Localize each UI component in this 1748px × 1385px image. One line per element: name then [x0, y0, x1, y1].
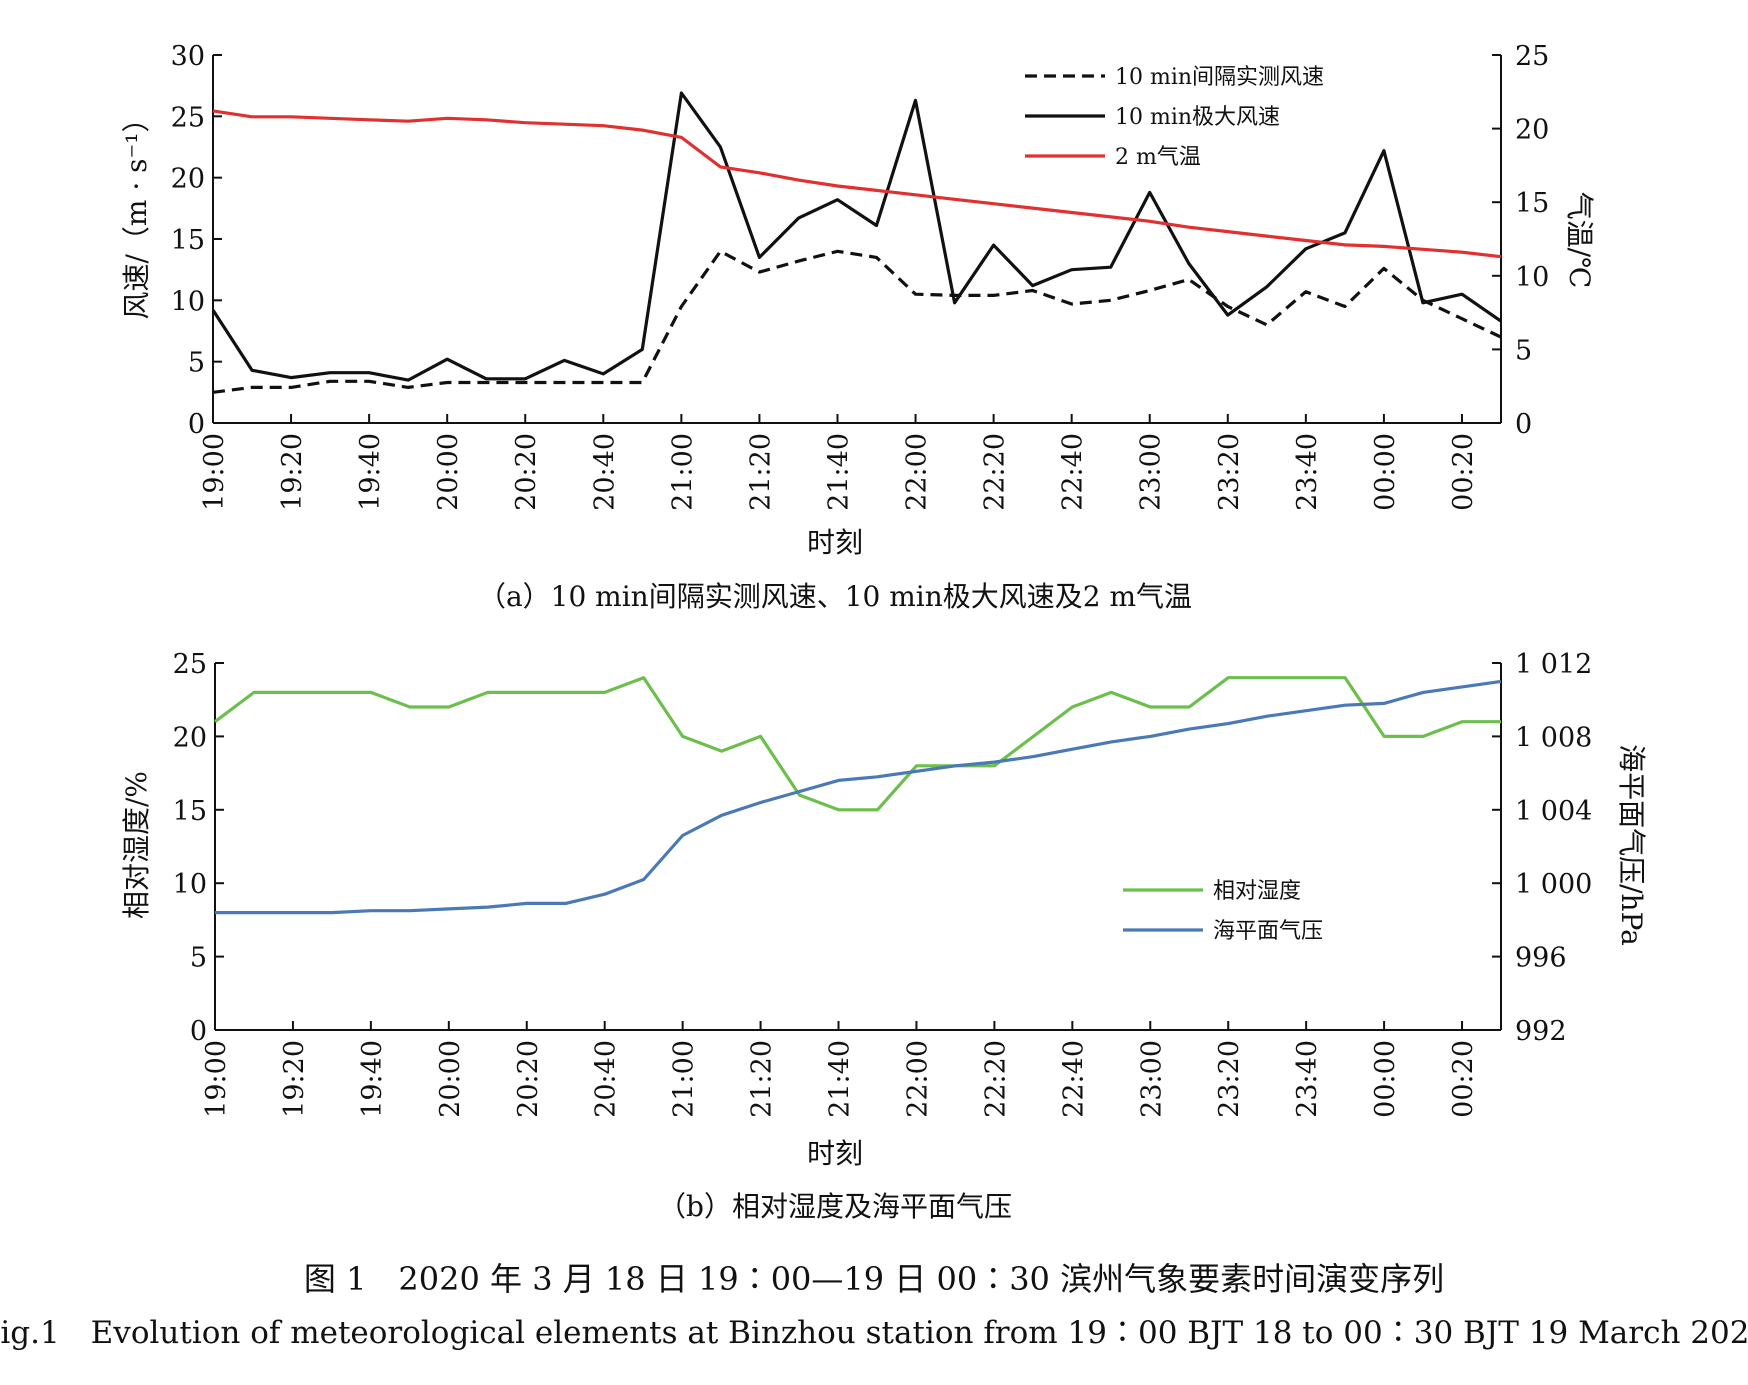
panel-a-left-tick-label: 5 — [188, 348, 205, 379]
panel-a-x-tick-label: 19:40 — [355, 433, 386, 511]
panel-b-x-tick-label: 00:00 — [1370, 1040, 1401, 1118]
panel-a-x-tick-label: 00:00 — [1370, 433, 1401, 511]
panel-a-x-tick-label: 22:00 — [902, 433, 933, 511]
panel-b-left-tick-label: 0 — [190, 1016, 207, 1047]
panel-b-x-tick-label: 21:20 — [747, 1040, 778, 1118]
panel-b-x-tick-label: 19:00 — [201, 1040, 232, 1118]
panel-a-right-tick-label: 5 — [1515, 335, 1532, 366]
panel-b-right-tick-label: 1 008 — [1515, 722, 1592, 753]
panel-a-x-tick-label: 23:20 — [1214, 433, 1245, 511]
panel-a-series-2-line — [212, 109, 1502, 259]
panel-b-x-tick-label: 20:20 — [513, 1040, 544, 1118]
panel-a-x-tick-label: 19:00 — [199, 433, 230, 511]
figure-caption-en: Fig.1 Evolution of meteorological elemen… — [0, 1315, 1748, 1351]
panel-a-x-tick-label: 21:20 — [745, 433, 776, 511]
panel-a-x-tick-label: 21:00 — [667, 433, 698, 511]
panel-b-left-tick-label: 5 — [190, 943, 207, 974]
panel-b-x-tick-label: 22:20 — [980, 1040, 1011, 1118]
panel-b-x-tick-label: 21:40 — [825, 1040, 856, 1118]
panel-a-x-tick-label: 23:00 — [1136, 433, 1167, 511]
panel-b-right-tick-label: 1 012 — [1515, 649, 1592, 680]
panel-b-caption: （b）相对湿度及海平面气压 — [658, 1190, 1012, 1223]
panel-b-x-tick-label: 23:20 — [1214, 1040, 1245, 1118]
panel-a-legend-label-0: 10 min间隔实测风速 — [1115, 65, 1324, 90]
panel-b-x-tick-label: 22:40 — [1058, 1040, 1089, 1118]
panel-a-series-0-line — [212, 249, 1502, 394]
panel-a-x-tick-label: 22:20 — [980, 433, 1011, 511]
panel-b-x-tick-label: 20:00 — [435, 1040, 466, 1118]
panel-a-left-tick-label: 20 — [171, 164, 205, 195]
panel-b-series-1-line — [215, 679, 1502, 915]
panel-a-left-tick-label: 10 — [171, 286, 205, 317]
panel-a-x-tick-label: 23:40 — [1292, 433, 1323, 511]
panel-b-x-tick-label: 23:00 — [1136, 1040, 1167, 1118]
panel-a-x-tick-label: 00:20 — [1448, 433, 1479, 511]
panel-a-left-axis-label: 风速/（m · s⁻¹） — [120, 104, 153, 319]
panel-b-left-tick-label: 20 — [173, 722, 207, 753]
panel-a-right-tick-label: 10 — [1515, 262, 1549, 293]
panel-b-legend-label-0: 相对湿度 — [1213, 879, 1301, 904]
panel-b-series-0-line — [214, 676, 1501, 812]
panel-b-x-tick-label: 20:40 — [591, 1040, 622, 1118]
panel-a-x-tick-label: 20:00 — [433, 433, 464, 511]
panel-b-left-tick-label: 25 — [173, 649, 207, 680]
panel-b-right-tick-label: 992 — [1515, 1016, 1567, 1047]
panel-a-right-axis-label: 气温/℃ — [1563, 192, 1596, 289]
panel-a-caption: （a）10 min间隔实测风速、10 min极大风速及2 m气温 — [478, 580, 1192, 613]
panel-b-x-tick-label: 19:40 — [357, 1040, 388, 1118]
panel-a-right-tick-label: 15 — [1515, 188, 1549, 219]
panel-a-right-tick-label: 25 — [1515, 41, 1549, 72]
panel-b-right-tick-label: 1 004 — [1515, 796, 1592, 827]
panel-b-left-tick-label: 15 — [173, 796, 207, 827]
panel-a-x-tick-label: 22:40 — [1058, 433, 1089, 511]
panel-a-right-tick-label: 20 — [1515, 115, 1549, 146]
panel-b-legend-label-1: 海平面气压 — [1213, 919, 1323, 944]
panel-b-left-tick-label: 10 — [173, 869, 207, 900]
panel-a-legend-label-2: 2 m气温 — [1115, 145, 1201, 170]
panel-b-x-tick-label: 00:20 — [1448, 1040, 1479, 1118]
panel-b-x-tick-label: 23:40 — [1292, 1040, 1323, 1118]
panel-a-x-tick-label: 20:20 — [511, 433, 542, 511]
panel-b-right-axis-label: 海平面气压/hPa — [1615, 744, 1648, 946]
panel-b-x-axis-label: 时刻 — [807, 1137, 863, 1170]
panel-a-left-tick-label: 0 — [188, 409, 205, 440]
panel-b-left-axis-label: 相对湿度/% — [120, 771, 153, 919]
panel-a-left-tick-label: 15 — [171, 225, 205, 256]
panel-a-left-tick-label: 25 — [171, 102, 205, 133]
panel-a-x-tick-label: 19:20 — [277, 433, 308, 511]
panel-a-chart: 风速/（m · s⁻¹） 气温/℃ 时刻 （a）10 min间隔实测风速、10 … — [120, 41, 1596, 613]
panel-a-x-axis-label: 时刻 — [807, 526, 863, 559]
panel-b-chart: 相对湿度/% 海平面气压/hPa 时刻 （b）相对湿度及海平面气压 0 5 10 15… — [120, 649, 1648, 1223]
figure-caption-cn: 图 1 2020 年 3 月 18 日 19∶00—19 日 00∶30 滨州气… — [304, 1260, 1444, 1298]
panel-b-x-tick-label: 22:00 — [902, 1040, 933, 1118]
panel-b-right-tick-label: 1 000 — [1515, 869, 1592, 900]
panel-a-x-tick-label: 21:40 — [823, 433, 854, 511]
panel-b-right-tick-label: 996 — [1515, 943, 1567, 974]
panel-a-legend-label-1: 10 min极大风速 — [1115, 105, 1280, 130]
panel-a-left-tick-label: 30 — [171, 41, 205, 72]
panel-a-right-tick-label: 0 — [1515, 409, 1532, 440]
panel-a-series-1-line — [211, 91, 1502, 382]
panel-b-x-tick-label: 19:20 — [279, 1040, 310, 1118]
panel-b-x-tick-label: 21:00 — [669, 1040, 700, 1118]
panel-a-x-tick-label: 20:40 — [589, 433, 620, 511]
